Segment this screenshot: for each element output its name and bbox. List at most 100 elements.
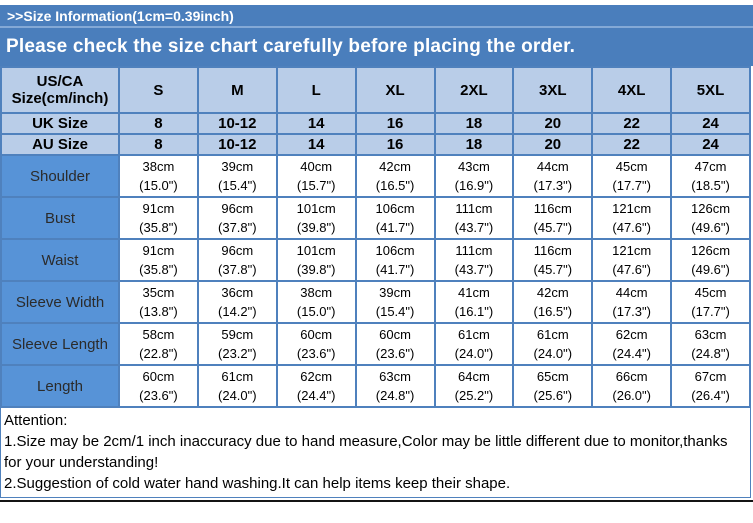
measurement-cm-value: 63cm xyxy=(694,327,727,342)
bottom-divider xyxy=(0,500,753,502)
region-size-cell: 14 xyxy=(275,133,357,156)
region-size-cell: 10-12 xyxy=(196,112,278,135)
region-size-cell: 18 xyxy=(433,112,515,135)
measurement-value-cell: 39cm (15.4") xyxy=(196,154,278,198)
measurement-value-cell: 60cm (23.6") xyxy=(354,322,436,366)
measurement-inch-value: (26.0") xyxy=(612,388,651,403)
measurement-value-cell: 106cm (41.7") xyxy=(354,238,436,282)
measurement-cm-value: 45cm xyxy=(694,285,727,300)
measurement-cm-value: 62cm xyxy=(615,327,648,342)
measurement-inch-value: (47.6") xyxy=(612,220,651,235)
measurement-inch-value: (24.8") xyxy=(375,388,415,403)
measurement-value-cell: 96cm (37.8") xyxy=(196,196,278,240)
measurement-inch-value: (49.6") xyxy=(691,220,730,235)
attention-line-2: 2.Suggestion of cold water hand washing.… xyxy=(4,475,511,492)
measurement-cm-value: 111cm xyxy=(455,201,493,216)
measurement-value-cell: 111cm (43.7") xyxy=(433,196,515,240)
attention-note: Attention: 1.Size may be 2cm/1 inch inac… xyxy=(0,408,751,498)
measurement-inch-value: (24.0") xyxy=(533,346,573,361)
measurement-cm-value: 35cm xyxy=(142,285,175,300)
measurement-value-cell: 91cm (35.8") xyxy=(118,196,199,240)
measurement-value-cell: 44cm (17.3") xyxy=(591,280,673,324)
size-column-header: M xyxy=(196,66,278,114)
measurement-inch-value: (24.0") xyxy=(218,388,257,403)
measurement-value-cell: 67cm (26.4") xyxy=(670,364,751,408)
attention-line-1: 1.Size may be 2cm/1 inch inaccuracy due … xyxy=(4,433,728,471)
measurement-cm-value: 91cm xyxy=(142,243,175,258)
measurement-value-cell: 121cm (47.6") xyxy=(591,196,673,240)
measurement-cm-value: 44cm xyxy=(536,159,569,174)
measurement-inch-value: (15.4") xyxy=(218,178,257,193)
size-information-panel: >>Size Information(1cm=0.39inch) Please … xyxy=(0,5,753,502)
corner-header: US/CA Size(cm/inch) xyxy=(0,66,120,114)
measurement-inch-value: (22.8") xyxy=(139,346,178,361)
region-size-cell: 16 xyxy=(354,112,436,135)
measurement-row: Bust 91cm (35.8") 96cm (37.8") 101cm (39.8") 10… xyxy=(0,196,751,240)
measurement-inch-value: (17.3") xyxy=(612,304,651,319)
measurement-label: Length xyxy=(0,364,120,408)
measurement-cm-value: 41cm xyxy=(458,285,490,300)
measurement-row: Sleeve Width 35cm (13.8") 36cm (14.2") 38cm (1… xyxy=(0,280,751,324)
measurement-cm-value: 121cm xyxy=(612,243,652,258)
measurement-cm-value: 38cm xyxy=(142,159,175,174)
region-size-cell: 24 xyxy=(670,112,751,135)
measurement-inch-value: (15.4") xyxy=(375,304,415,319)
measurement-inch-value: (15.0") xyxy=(296,304,336,319)
measurement-value-cell: 116cm (45.7") xyxy=(512,196,594,240)
measurement-cm-value: 44cm xyxy=(615,285,648,300)
measurement-label: Sleeve Width xyxy=(0,280,120,324)
measurement-value-cell: 61cm (24.0") xyxy=(433,322,515,366)
measurement-inch-value: (39.8") xyxy=(296,262,336,277)
measurement-cm-value: 38cm xyxy=(300,285,333,300)
measurement-value-cell: 59cm (23.2") xyxy=(196,322,278,366)
size-column-header: 5XL xyxy=(670,66,751,114)
measurement-cm-value: 121cm xyxy=(612,201,652,216)
measurement-cm-value: 126cm xyxy=(691,201,731,216)
size-chart-notice: Please check the size chart carefully be… xyxy=(6,36,576,57)
measurement-cm-value: 62cm xyxy=(300,369,333,384)
measurement-inch-value: (41.7") xyxy=(375,262,415,277)
measurement-inch-value: (35.8") xyxy=(139,220,178,235)
measurement-cm-value: 64cm xyxy=(458,369,490,384)
measurement-value-cell: 101cm (39.8") xyxy=(275,196,357,240)
measurement-cm-value: 101cm xyxy=(296,243,336,258)
measurement-value-cell: 44cm (17.3") xyxy=(512,154,594,198)
measurement-value-cell: 63cm (24.8") xyxy=(670,322,751,366)
measurement-inch-value: (47.6") xyxy=(612,262,651,277)
measurement-cm-value: 60cm xyxy=(379,327,411,342)
measurement-value-cell: 61cm (24.0") xyxy=(196,364,278,408)
measurement-inch-value: (45.7") xyxy=(533,220,573,235)
measurement-cm-value: 63cm xyxy=(379,369,411,384)
measurement-inch-value: (24.8") xyxy=(691,346,730,361)
measurement-value-cell: 101cm (39.8") xyxy=(275,238,357,282)
region-size-cell: 22 xyxy=(591,133,673,156)
measurement-inch-value: (43.7") xyxy=(454,220,494,235)
measurement-cm-value: 101cm xyxy=(296,201,336,216)
measurement-value-cell: 60cm (23.6") xyxy=(118,364,199,408)
measurement-cm-value: 60cm xyxy=(142,369,175,384)
measurement-value-cell: 62cm (24.4") xyxy=(275,364,357,408)
region-size-cell: 20 xyxy=(512,133,594,156)
measurement-cm-value: 106cm xyxy=(375,201,415,216)
measurement-inch-value: (26.4") xyxy=(691,388,730,403)
region-size-cell: 14 xyxy=(275,112,357,135)
measurement-cm-value: 39cm xyxy=(221,159,254,174)
measurement-cm-value: 111cm xyxy=(455,243,493,258)
measurement-cm-value: 91cm xyxy=(142,201,175,216)
measurement-inch-value: (23.6") xyxy=(139,388,178,403)
measurement-inch-value: (14.2") xyxy=(218,304,257,319)
measurement-row: Shoulder 38cm (15.0") 39cm (15.4") 40cm (15.7"… xyxy=(0,154,751,198)
measurement-value-cell: 64cm (25.2") xyxy=(433,364,515,408)
measurement-value-cell: 45cm (17.7") xyxy=(670,280,751,324)
measurement-value-cell: 41cm (16.1") xyxy=(433,280,515,324)
measurement-value-cell: 63cm (24.8") xyxy=(354,364,436,408)
measurement-value-cell: 40cm (15.7") xyxy=(275,154,357,198)
measurement-cm-value: 36cm xyxy=(221,285,254,300)
measurement-value-cell: 62cm (24.4") xyxy=(591,322,673,366)
measurement-inch-value: (37.8") xyxy=(218,220,257,235)
measurement-value-cell: 39cm (15.4") xyxy=(354,280,436,324)
measurement-value-cell: 61cm (24.0") xyxy=(512,322,594,366)
measurement-cm-value: 45cm xyxy=(615,159,648,174)
region-size-label: AU Size xyxy=(0,133,120,156)
measurement-inch-value: (17.7") xyxy=(612,178,651,193)
